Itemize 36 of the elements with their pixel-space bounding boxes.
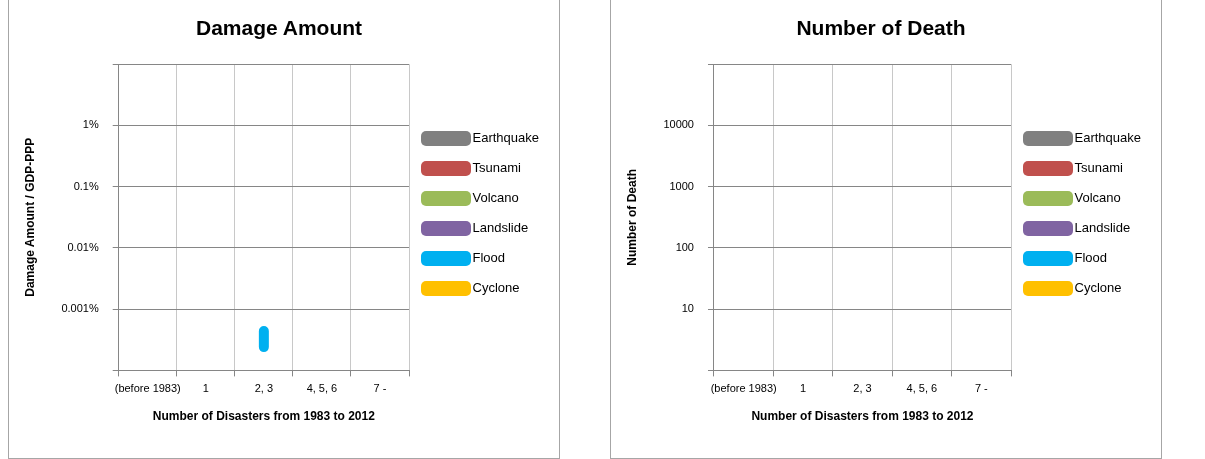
legend-label: Earthquake: [472, 130, 539, 146]
legend-label: Volcano: [472, 190, 519, 206]
x-axis-title: Number of Disasters from 1983 to 2012: [751, 409, 974, 424]
legend-label: Cyclone: [472, 280, 520, 296]
y-tick-label: 1000: [669, 179, 694, 192]
x-tick-label: 1: [800, 382, 807, 395]
y-tick-label: 0.01%: [67, 240, 99, 253]
legend-label: Cyclone: [1074, 280, 1122, 296]
chart-title: Number of Death: [796, 16, 966, 40]
x-tick-label: (before 1983): [114, 382, 181, 395]
legend-label: Landslide: [1074, 220, 1131, 236]
y-tick-label: 0.1%: [73, 179, 99, 192]
x-tick-label: 4, 5, 6: [906, 382, 938, 395]
x-tick-label: (before 1983): [710, 382, 777, 395]
y-axis-title: Damage Amount / GDP-PPP: [22, 137, 37, 297]
legend-label: Tsunami: [1074, 160, 1124, 176]
x-tick-label: 4, 5, 6: [306, 382, 338, 395]
legend-label: Volcano: [1074, 190, 1121, 206]
y-tick-label: 100: [675, 240, 694, 253]
y-tick-label: 10: [681, 302, 694, 315]
legend-label: Landslide: [472, 220, 529, 236]
chart-title: Damage Amount: [195, 16, 363, 40]
y-tick-label: 0.001%: [61, 302, 99, 315]
legend-label: Flood: [1074, 250, 1108, 266]
legend-label: Tsunami: [472, 160, 522, 176]
y-tick-label: 1%: [82, 118, 99, 131]
x-tick-label: 2, 3: [853, 382, 872, 395]
x-tick-label: 1: [202, 382, 209, 395]
x-tick-label: 2, 3: [254, 382, 274, 395]
legend-label: Earthquake: [1074, 130, 1141, 146]
x-axis-title: Number of Disasters from 1983 to 2012: [152, 409, 376, 424]
x-tick-label: 7 -: [974, 382, 989, 395]
x-tick-label: 7 -: [373, 382, 387, 395]
legend-label: Flood: [472, 250, 506, 266]
y-axis-title: Number of Death: [624, 168, 639, 266]
y-tick-label: 10000: [663, 118, 694, 131]
